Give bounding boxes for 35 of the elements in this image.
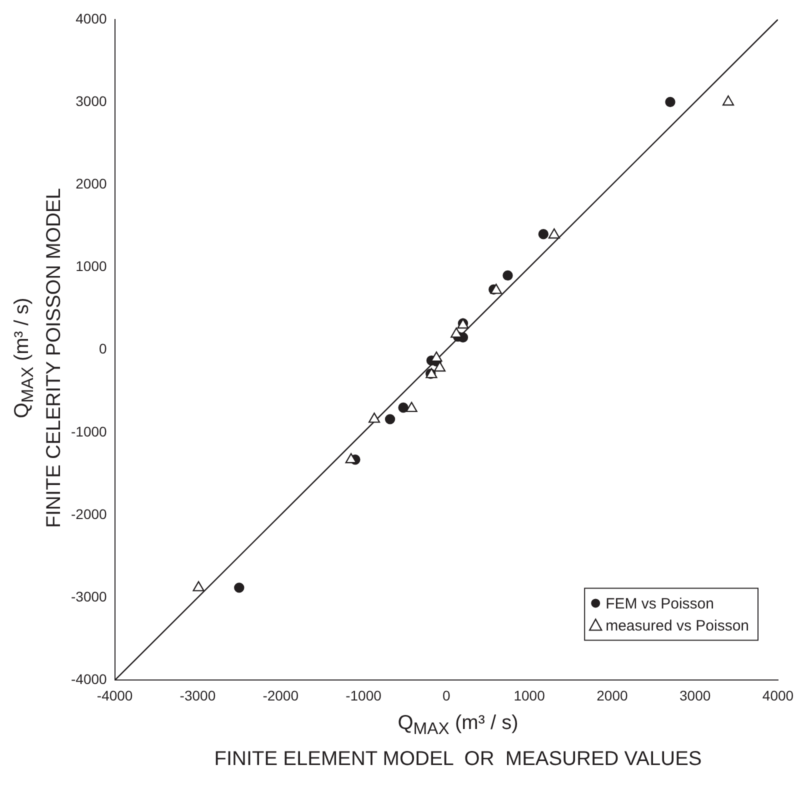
x-tick-label: 0	[442, 687, 451, 704]
x-tick-label: 2000	[596, 687, 628, 704]
x-tick-label: -3000	[180, 687, 216, 704]
x-tick-label: 1000	[514, 687, 546, 704]
point	[192, 581, 204, 592]
point	[502, 270, 513, 281]
y-tick-label: -2000	[70, 506, 108, 522]
x-tick-label: 4000	[762, 687, 794, 704]
y-tick-label: -4000	[70, 671, 108, 688]
y-tick-label: -3000	[70, 588, 108, 604]
point	[430, 351, 442, 362]
point	[406, 402, 418, 412]
y-tick-label: -1000	[70, 423, 108, 440]
y-tick-label: 4000	[76, 10, 108, 26]
y-tick-label: 3000	[76, 92, 108, 109]
x-tick-label: -2000	[262, 687, 299, 704]
point	[722, 95, 734, 106]
point	[490, 284, 502, 294]
y-tick-label: 0	[99, 340, 108, 357]
x-tick-label: -4000	[96, 687, 133, 704]
point	[384, 414, 396, 424]
point	[538, 229, 548, 240]
point	[234, 582, 244, 593]
legend-label: FEM vs Poisson	[606, 595, 714, 612]
x-axis-title: Q$_{MAX}$ (m³ / s) FINITE ELEMENT MODEL OR MEASURED VALUES	[213, 711, 703, 772]
x-tick-label: 3000	[680, 687, 711, 704]
point	[665, 96, 676, 108]
point	[345, 453, 357, 464]
point	[368, 412, 380, 423]
point	[398, 402, 408, 413]
x-tick-label: -1000	[346, 687, 382, 704]
point	[548, 228, 560, 239]
legend-label: measured vs Poisson	[606, 617, 750, 634]
y-tick-label: 1000	[76, 258, 108, 274]
y-tick-label: 2000	[76, 175, 108, 192]
